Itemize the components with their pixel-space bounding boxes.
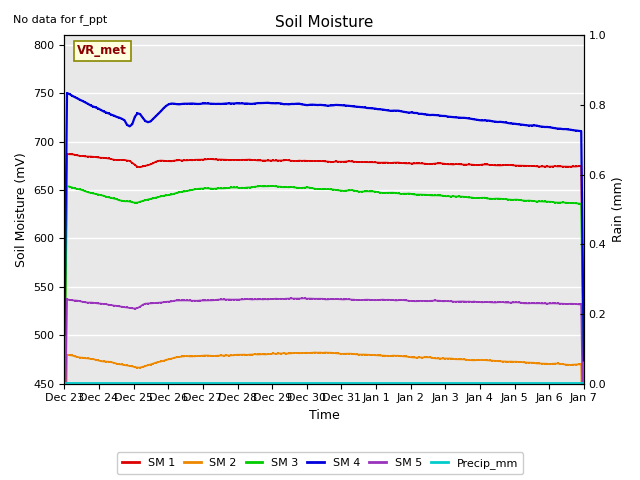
Text: VR_met: VR_met [77, 45, 127, 58]
Legend: SM 1, SM 2, SM 3, SM 4, SM 5, Precip_mm: SM 1, SM 2, SM 3, SM 4, SM 5, Precip_mm [116, 453, 524, 474]
Y-axis label: Rain (mm): Rain (mm) [612, 177, 625, 242]
Text: No data for f_ppt: No data for f_ppt [13, 14, 107, 25]
X-axis label: Time: Time [308, 409, 339, 422]
Y-axis label: Soil Moisture (mV): Soil Moisture (mV) [15, 152, 28, 267]
Title: Soil Moisture: Soil Moisture [275, 15, 373, 30]
